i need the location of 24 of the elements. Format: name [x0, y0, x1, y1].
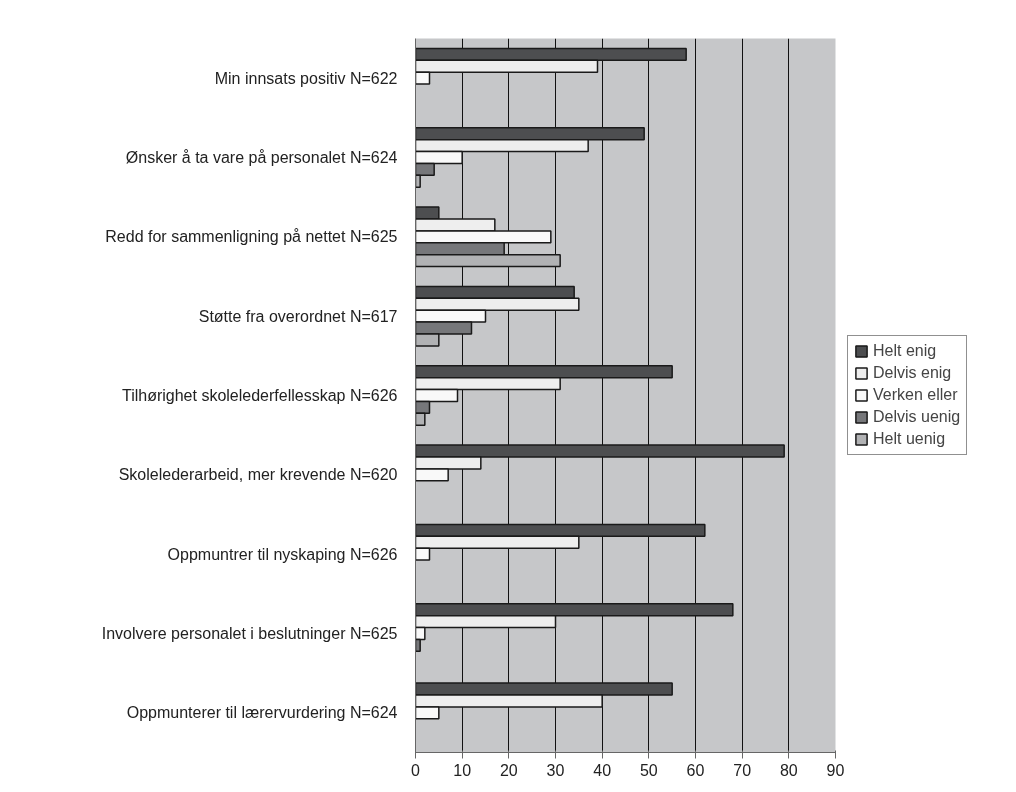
- x-tick-label: 40: [593, 761, 612, 779]
- legend-label: Helt uenig: [873, 430, 946, 448]
- x-tick-label: 50: [639, 761, 658, 779]
- legend-label: Delvis uenig: [873, 408, 961, 426]
- legend-label: Delvis enig: [873, 364, 952, 382]
- y-tick-label: Skolelederarbeid, mer krevende N=620: [118, 466, 398, 484]
- legend-label: Helt enig: [873, 342, 937, 360]
- legend-label: Verken eller: [873, 386, 958, 404]
- y-tick-label: Min innsats positiv N=622: [214, 69, 398, 87]
- x-tick-label: 0: [411, 761, 421, 779]
- x-tick-label: 70: [733, 761, 752, 779]
- y-tick-label: Oppmunterer til lærervurdering N=624: [126, 704, 398, 722]
- y-tick-label: Redd for sammenligning på nettet N=625: [105, 228, 398, 246]
- x-tick-label: 30: [546, 761, 565, 779]
- y-tick-label: Støtte fra overordnet N=617: [198, 307, 398, 325]
- x-tick-label: 10: [453, 761, 472, 779]
- x-tick-label: 20: [499, 761, 518, 779]
- y-tick-label: Ønsker å ta vare på personalet N=624: [125, 149, 398, 166]
- x-tick-label: 60: [686, 761, 705, 779]
- y-tick-label: Oppmuntrer til nyskaping N=626: [167, 545, 398, 563]
- y-tick-label: Involvere personalet i beslutninger N=625: [101, 625, 398, 642]
- x-tick-label: 90: [826, 761, 845, 779]
- y-tick-label: Tilhørighet skolelederfellesskap N=626: [121, 387, 398, 404]
- x-tick-label: 80: [779, 761, 798, 779]
